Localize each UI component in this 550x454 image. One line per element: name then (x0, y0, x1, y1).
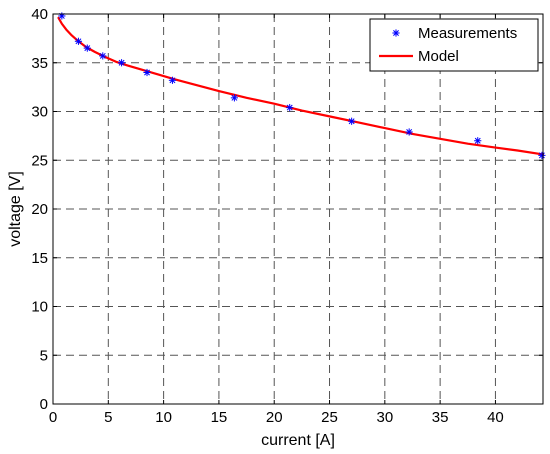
y-tick-label: 10 (31, 299, 48, 316)
legend-label-model: Model (418, 48, 459, 65)
x-tick-label: 30 (376, 409, 393, 426)
data-point-measurement (168, 76, 177, 84)
y-axis-label: voltage [V] (7, 171, 24, 247)
x-tick-label: 25 (321, 409, 338, 426)
data-point-measurement (58, 12, 66, 20)
x-tick-label: 35 (432, 409, 449, 426)
data-point-measurement (230, 94, 238, 102)
y-tick-label: 40 (31, 6, 48, 23)
y-tick-label: 0 (40, 396, 48, 413)
y-tick-label: 25 (31, 152, 48, 169)
data-point-measurement (405, 128, 413, 136)
x-tick-label: 0 (49, 409, 57, 426)
x-tick-label: 10 (155, 409, 172, 426)
x-tick-label: 15 (211, 409, 228, 426)
y-axis-ticks: 0 5 10 15 20 25 30 35 40 (31, 6, 543, 413)
y-tick-label: 35 (31, 55, 48, 72)
data-point-measurement (74, 37, 83, 45)
legend-box (369, 18, 539, 72)
legend-marker-measurements (392, 29, 400, 37)
y-tick-label: 5 (40, 347, 48, 364)
x-tick-label: 5 (104, 409, 112, 426)
legend-marker-asterisk (392, 29, 400, 37)
data-point-measurement (474, 137, 482, 145)
data-point-measurement (83, 44, 91, 52)
y-tick-label: 15 (31, 250, 48, 267)
data-point-measurement (348, 117, 356, 125)
y-tick-label: 20 (31, 201, 48, 218)
data-point-measurement (286, 104, 294, 112)
legend: Measurements Model (369, 18, 539, 72)
data-point-measurement (117, 59, 126, 67)
legend-label-measurements: Measurements (418, 25, 517, 42)
data-point-measurement (99, 52, 107, 60)
series-markers (58, 12, 546, 159)
data-point-measurement (538, 151, 546, 159)
y-tick-label: 30 (31, 104, 48, 121)
x-tick-label: 40 (487, 409, 504, 426)
x-axis-label: current [A] (261, 432, 335, 449)
data-point-measurement (143, 68, 151, 77)
grid (53, 14, 543, 404)
x-tick-label: 20 (266, 409, 283, 426)
x-axis-ticks: 0 5 10 15 20 25 30 35 40 (49, 14, 504, 426)
